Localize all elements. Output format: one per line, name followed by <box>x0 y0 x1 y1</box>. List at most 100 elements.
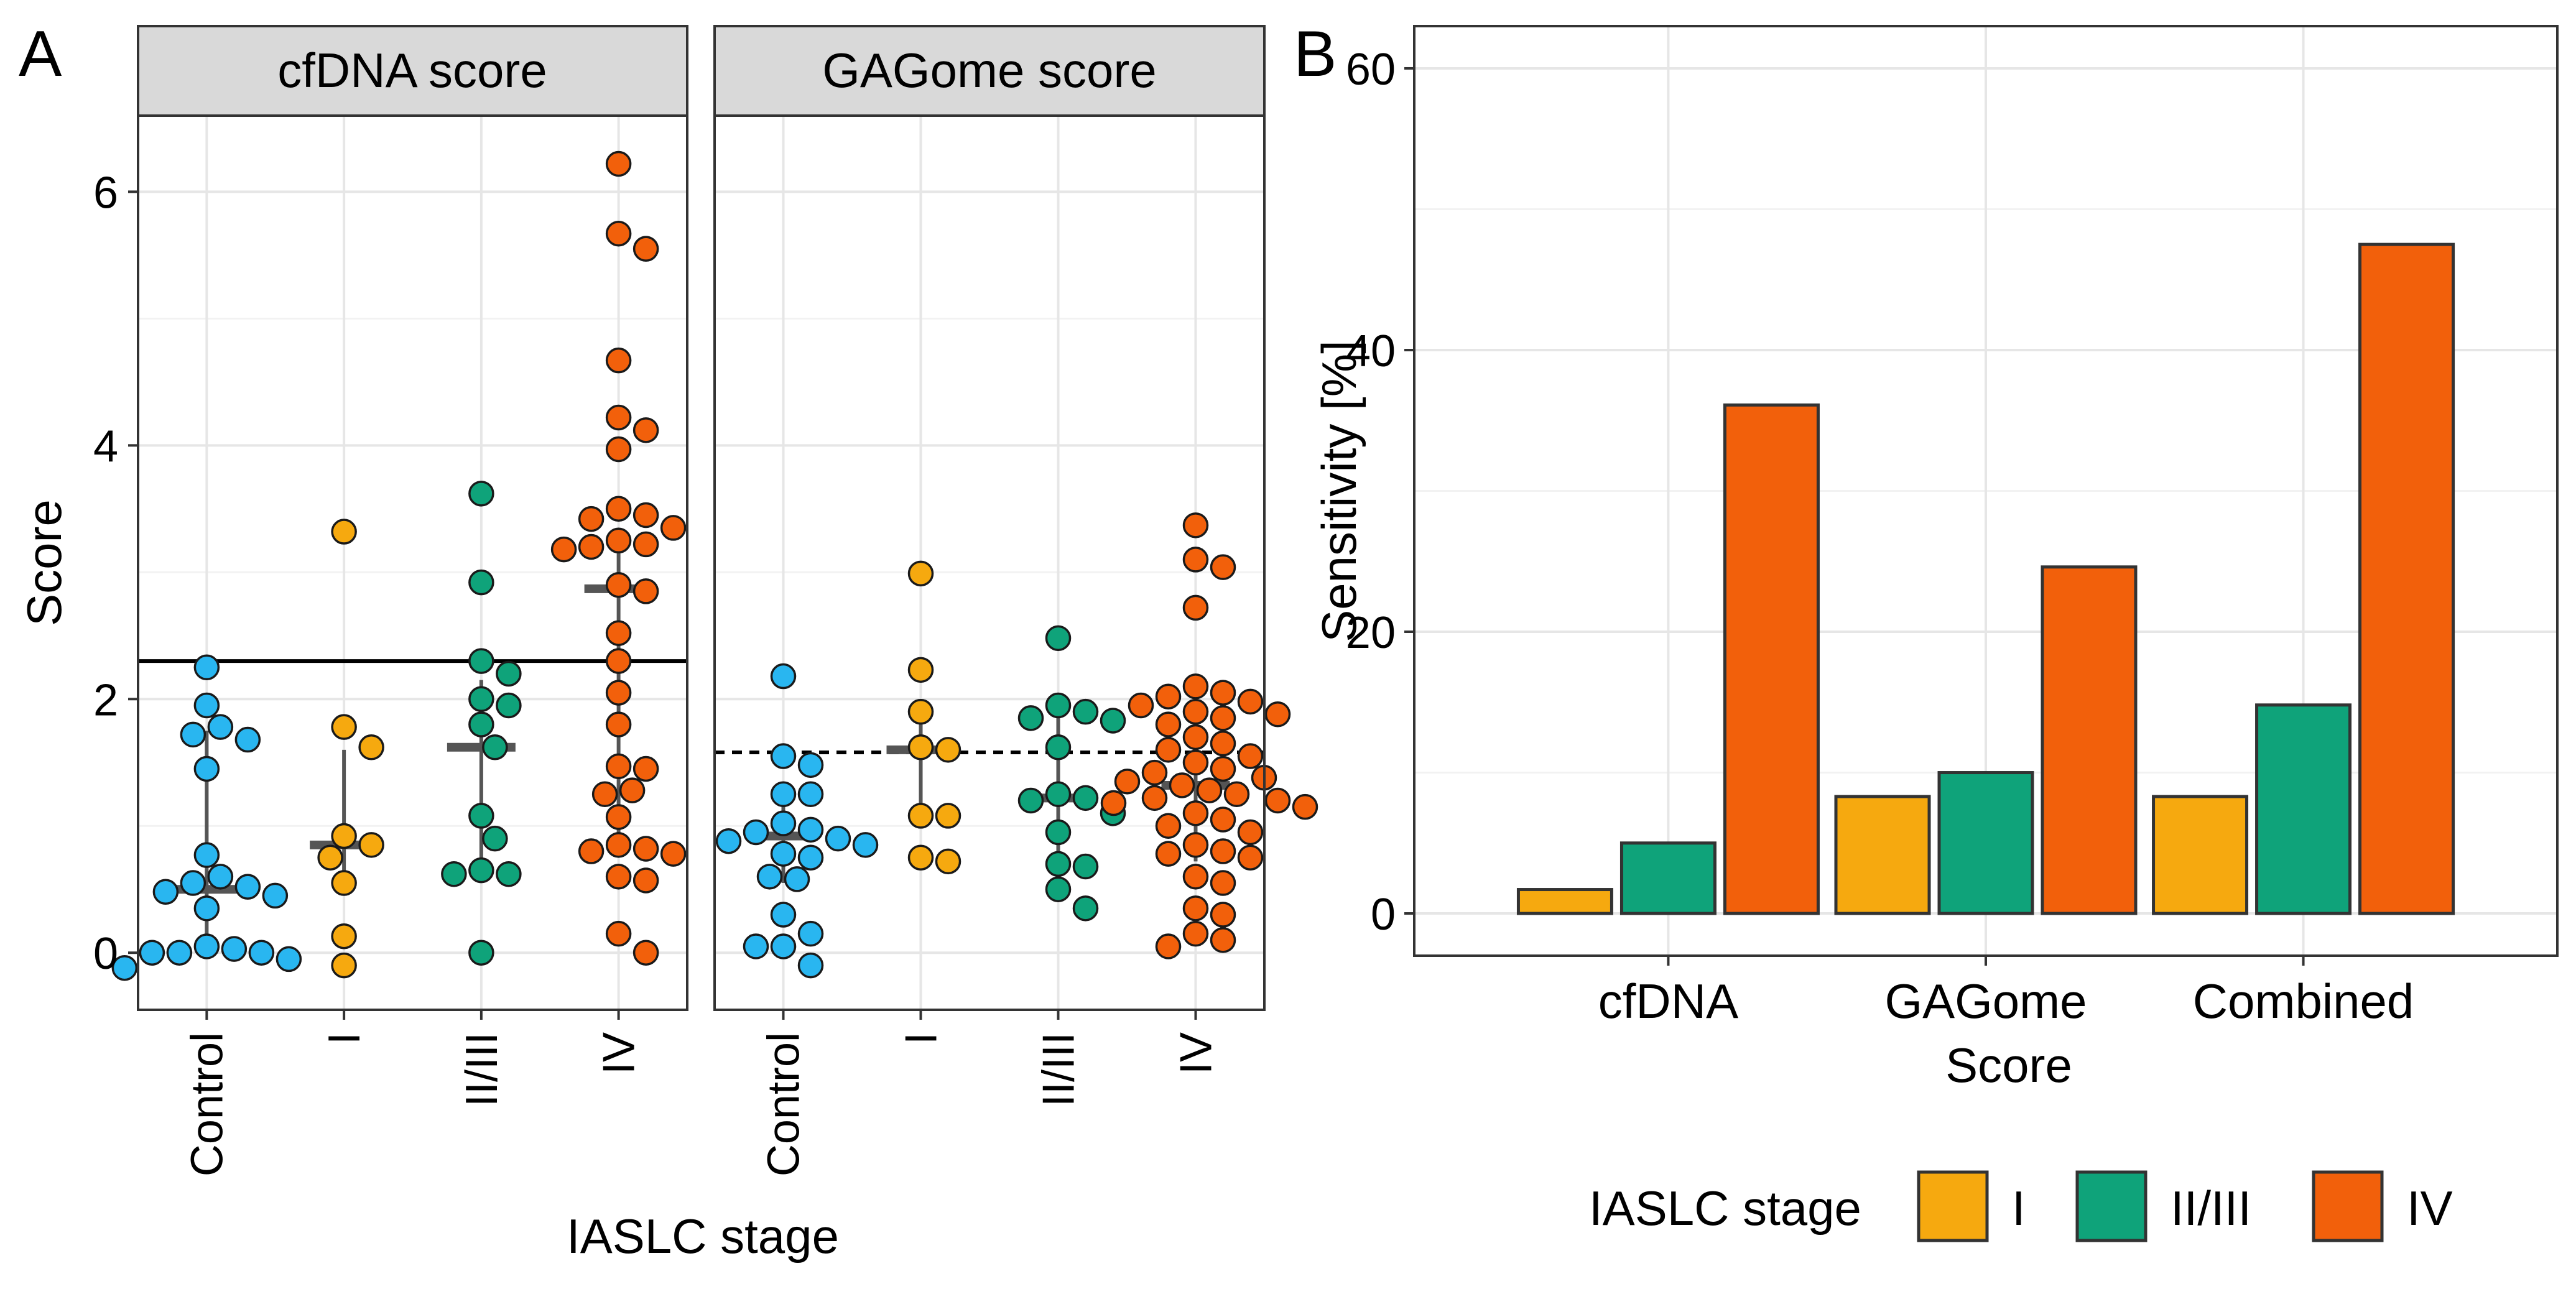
data-point <box>1237 743 1264 769</box>
data-point <box>496 861 522 887</box>
data-point <box>234 874 261 900</box>
data-point <box>1210 927 1236 953</box>
data-point <box>770 663 797 690</box>
data-point <box>1210 838 1236 864</box>
data-point <box>907 698 934 725</box>
data-point <box>1196 777 1223 803</box>
data-point <box>632 578 659 604</box>
legend-label: II/III <box>2171 1181 2251 1236</box>
data-point <box>1072 895 1099 922</box>
data-point <box>468 569 494 596</box>
data-point <box>1210 680 1236 706</box>
data-point <box>1128 692 1154 719</box>
data-point <box>1210 705 1236 731</box>
data-point <box>770 841 797 867</box>
data-point <box>152 879 179 905</box>
data-point <box>1237 819 1264 846</box>
data-point <box>221 936 248 962</box>
legend-label: IV <box>2407 1181 2453 1236</box>
data-point <box>797 816 824 843</box>
data-point <box>1169 772 1195 798</box>
data-point <box>907 734 934 760</box>
data-point <box>317 844 343 871</box>
data-point <box>632 836 659 862</box>
data-point <box>632 940 659 966</box>
data-point <box>468 940 494 966</box>
x-tick-label: I <box>897 1032 947 1045</box>
y-tick-label: 20 <box>1346 608 1396 658</box>
data-point <box>797 781 824 807</box>
data-point <box>591 781 618 807</box>
bar <box>1516 888 1613 915</box>
y-tick-label: 60 <box>1346 45 1396 95</box>
data-point <box>1182 673 1209 700</box>
data-point <box>797 752 824 778</box>
data-point <box>1292 793 1318 820</box>
data-point <box>907 560 934 587</box>
data-point <box>770 781 797 807</box>
data-point <box>935 848 961 875</box>
data-point <box>660 515 687 541</box>
data-point <box>1072 853 1099 880</box>
data-point <box>193 654 220 681</box>
data-point <box>1182 512 1209 538</box>
data-point <box>743 933 769 959</box>
data-point <box>935 803 961 829</box>
x-tick-label: cfDNA <box>1598 974 1738 1028</box>
data-point <box>770 810 797 836</box>
data-point <box>193 933 220 959</box>
data-point <box>1141 759 1168 786</box>
x-tick-label: Control <box>182 1032 232 1176</box>
data-point <box>496 660 522 687</box>
data-point <box>1182 920 1209 947</box>
data-point <box>331 870 357 896</box>
data-point <box>207 864 234 890</box>
data-point <box>193 692 220 719</box>
data-point <box>1155 841 1182 867</box>
legend: IASLC stage I II/III IV <box>1589 1170 2453 1242</box>
data-point <box>166 940 193 966</box>
bar <box>1834 795 1931 915</box>
data-point <box>1264 787 1291 814</box>
data-point <box>441 861 467 887</box>
data-point <box>907 844 934 871</box>
y-tick-label: 0 <box>1371 890 1396 940</box>
data-point <box>193 842 220 868</box>
data-point <box>605 832 632 858</box>
y-tick-label: 6 <box>93 168 118 218</box>
bar <box>1937 771 2034 915</box>
facet-2-panel <box>715 116 1318 1010</box>
facet-1-title: cfDNA score <box>277 43 547 98</box>
data-point <box>1045 781 1072 807</box>
data-point <box>1182 698 1209 725</box>
data-point <box>468 711 494 737</box>
bar <box>1723 403 1820 915</box>
data-point <box>1155 711 1182 737</box>
data-point <box>1223 781 1250 807</box>
data-point <box>1045 876 1072 902</box>
legend-swatch <box>1917 1170 1989 1242</box>
facet-1-border <box>137 114 688 1011</box>
panel-b-letter: B <box>1294 18 1337 90</box>
data-point <box>605 496 632 522</box>
data-point <box>852 832 879 858</box>
data-point <box>935 737 961 763</box>
data-point <box>743 819 769 846</box>
data-point <box>756 864 783 890</box>
data-point <box>331 519 357 545</box>
data-point <box>632 867 659 894</box>
data-point <box>797 920 824 947</box>
data-point <box>605 571 632 598</box>
data-point <box>605 436 632 463</box>
panel-a-y-axis: 0 2 4 6 <box>93 168 138 979</box>
data-point <box>619 777 646 803</box>
data-point <box>262 882 289 909</box>
data-point <box>468 857 494 884</box>
data-point <box>331 823 357 849</box>
data-point <box>605 220 632 247</box>
x-tick-label: Combined <box>2193 974 2414 1028</box>
bar <box>1619 841 1717 915</box>
data-point <box>180 870 206 896</box>
data-point <box>770 933 797 959</box>
